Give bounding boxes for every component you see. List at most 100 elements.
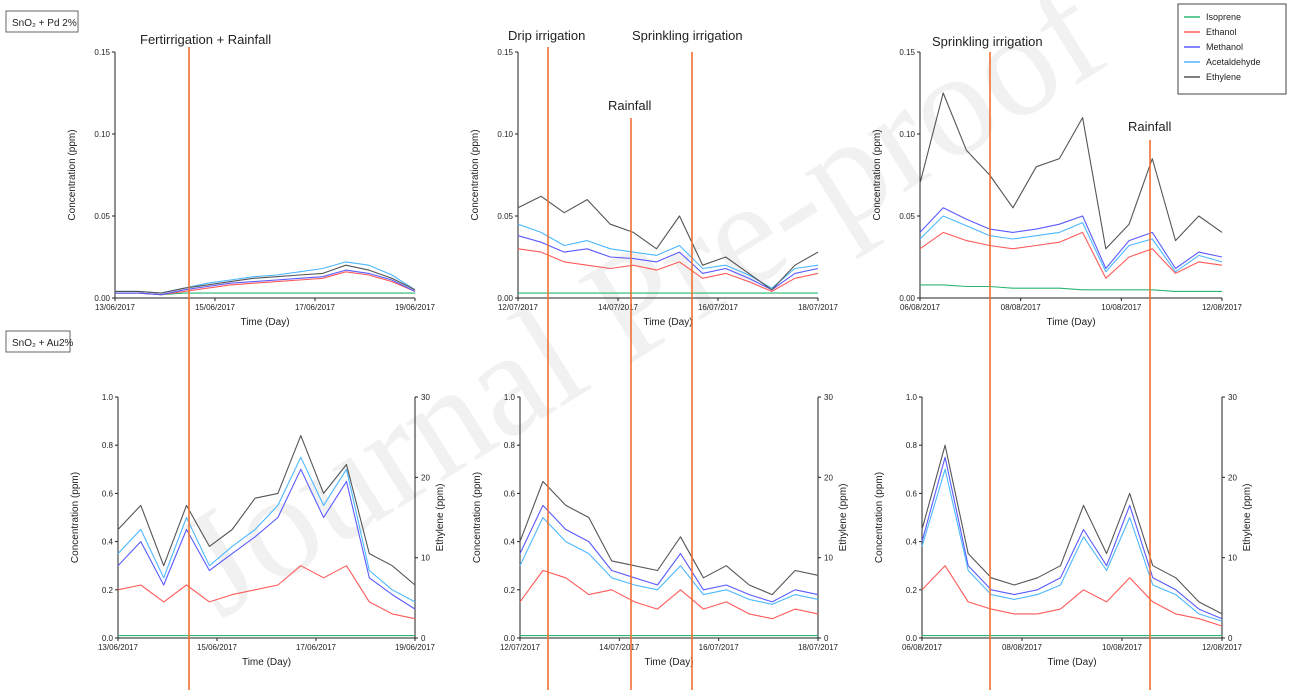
y-tick-label: 0.10: [94, 130, 110, 139]
y-tick-label: 0.6: [504, 489, 516, 498]
x-axis-title: Time (Day): [242, 657, 291, 668]
y-tick-label: 0.4: [102, 538, 114, 547]
series-line-ethylene: [921, 444, 1223, 615]
panel-2: 0.00 0.05 0.10 0.15 12/07/2017 14/07/2017 16/0…: [470, 48, 839, 328]
y-tick-label: 0.6: [906, 489, 918, 498]
y-tick-label: 0.8: [102, 441, 114, 450]
x-tick-label: 19/06/2017: [395, 643, 436, 652]
y-tick-label: 0.0: [906, 634, 918, 643]
series-line-ethylene: [115, 264, 416, 294]
series-line-ethylene: [519, 480, 819, 596]
legend-entry: Methanol: [1206, 42, 1243, 52]
y-tick-label: 0.05: [497, 212, 513, 221]
series-line-ethanol: [519, 569, 819, 620]
x-axis-title: Time (Day): [644, 657, 693, 668]
series-line-acetaldehyde: [517, 223, 819, 289]
y-tick-label: 0.00: [497, 294, 513, 303]
row-label-bottom: SnO₂ + Au2%: [12, 338, 74, 349]
x-tick-label: 16/07/2017: [699, 643, 740, 652]
y-tick-label: 0.4: [906, 538, 918, 547]
x-tick-label: 17/06/2017: [296, 643, 337, 652]
x-tick-label: 12/08/2017: [1202, 643, 1243, 652]
panel-1: 0.00 0.05 0.10 0.15 13/06/2017 15/06/2017 17/0…: [67, 48, 436, 328]
row-label-box-bottom: [5, 330, 71, 353]
event-label-drip: Drip irrigation: [508, 28, 585, 43]
y-tick-label: 0.10: [899, 130, 915, 139]
y-right-tick-label: 0: [1228, 634, 1233, 643]
series-line-methanol: [919, 207, 1223, 270]
x-tick-label: 13/06/2017: [95, 303, 136, 312]
y-tick-label: 0.00: [94, 294, 110, 303]
series-line-methanol: [519, 504, 819, 603]
legend-box: [1177, 3, 1287, 95]
panel-5: 0.0 0.2 0.4 0.6 0.8 1.0 0 10 20 30 12/07/2017 14/07…: [472, 393, 849, 668]
series-line-methanol: [921, 456, 1223, 620]
y-right-tick-label: 0: [824, 634, 829, 643]
x-tick-label: 13/06/2017: [98, 643, 139, 652]
series-line-ethanol: [117, 565, 416, 620]
x-tick-label: 15/06/2017: [195, 303, 236, 312]
panel-3: 0.00 0.05 0.10 0.15 06/08/2017 08/08/2017 10/0…: [872, 48, 1243, 328]
y-right-axis-title: Ethylene (ppm): [1242, 484, 1253, 552]
x-tick-label: 06/08/2017: [900, 303, 941, 312]
x-tick-label: 14/07/2017: [598, 303, 639, 312]
x-tick-label: 06/08/2017: [902, 643, 943, 652]
series-line-ethanol: [921, 565, 1223, 627]
legend-entry: Ethanol: [1206, 27, 1237, 37]
series-line-isoprene: [920, 284, 1222, 292]
series-line-methanol: [517, 235, 819, 291]
y-tick-label: 0.05: [94, 212, 110, 221]
panel-4: 0.0 0.2 0.4 0.6 0.8 1.0 0 10 20 30 13/06/2017 15/06…: [70, 393, 446, 668]
y-tick-label: 0.2: [906, 586, 918, 595]
series-line-acetaldehyde: [919, 215, 1223, 273]
event-label-sprinkling: Sprinkling irrigation: [932, 34, 1043, 49]
x-axis-title: Time (Day): [643, 317, 692, 328]
y-right-tick-label: 20: [1228, 473, 1237, 482]
y-axis-title: Concentration (ppm): [874, 472, 885, 563]
panel-6: 0.0 0.2 0.4 0.6 0.8 1.0 0 10 20 30 06/08/2017 08/08…: [874, 393, 1253, 668]
x-axis-title: Time (Day): [240, 317, 289, 328]
series-line-acetaldehyde: [921, 468, 1223, 622]
y-axis-title: Concentration (ppm): [470, 129, 481, 220]
y-tick-label: 0.15: [497, 48, 513, 57]
legend-entry: Ethylene: [1206, 72, 1241, 82]
legend: Isoprene Ethanol Methanol Acetaldehyde Ethyl…: [1177, 3, 1287, 95]
event-label-rainfall: Rainfall: [608, 98, 651, 113]
event-label-sprinkling: Sprinkling irrigation: [632, 28, 743, 43]
labels: Fertirrigation + Rainfall Drip irrigation…: [5, 3, 1287, 353]
x-axis-title: Time (Day): [1047, 657, 1096, 668]
event-label-fertirrigation: Fertirrigation + Rainfall: [140, 32, 271, 47]
y-right-tick-label: 20: [421, 473, 430, 482]
y-tick-label: 1.0: [102, 393, 114, 402]
x-axis-title: Time (Day): [1046, 317, 1095, 328]
x-tick-label: 08/08/2017: [1001, 303, 1042, 312]
y-tick-label: 0.10: [497, 130, 513, 139]
x-tick-label: 12/07/2017: [498, 303, 539, 312]
y-right-tick-label: 10: [421, 554, 430, 563]
y-tick-label: 1.0: [906, 393, 918, 402]
y-right-axis-title: Ethylene (ppm): [435, 484, 446, 552]
y-tick-label: 0.8: [906, 441, 918, 450]
x-tick-label: 14/07/2017: [599, 643, 640, 652]
y-tick-label: 0.05: [899, 212, 915, 221]
series-line-ethanol: [919, 231, 1223, 279]
series-line-ethanol: [115, 271, 416, 296]
row-label-box-top: [5, 10, 79, 33]
y-tick-label: 0.6: [102, 489, 114, 498]
x-tick-label: 18/07/2017: [798, 643, 839, 652]
y-tick-label: 1.0: [504, 393, 516, 402]
y-tick-label: 0.8: [504, 441, 516, 450]
event-lines: [188, 47, 1151, 690]
y-tick-label: 0.15: [899, 48, 915, 57]
series-line-methanol: [115, 269, 416, 296]
y-right-tick-label: 20: [824, 473, 833, 482]
y-right-tick-label: 0: [421, 634, 426, 643]
series-line-ethylene: [117, 435, 416, 586]
y-right-tick-label: 10: [824, 554, 833, 563]
y-tick-label: 0.0: [102, 634, 114, 643]
y-tick-label: 0.15: [94, 48, 110, 57]
x-tick-label: 12/07/2017: [500, 643, 541, 652]
y-tick-label: 0.2: [102, 586, 114, 595]
